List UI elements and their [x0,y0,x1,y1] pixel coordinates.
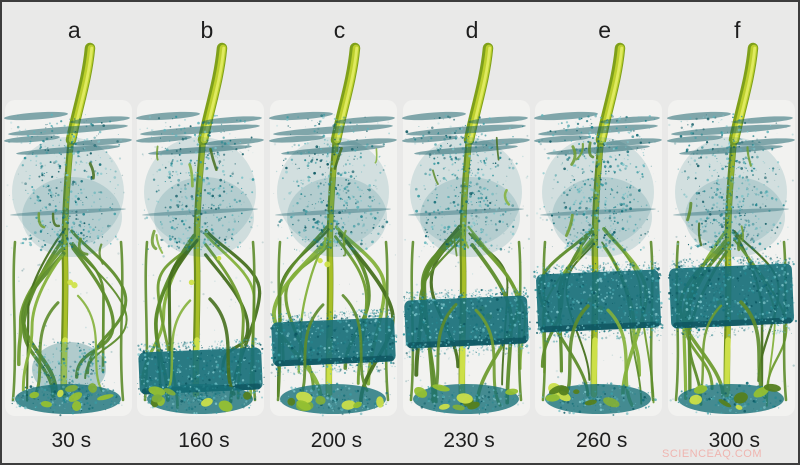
panel-label: a [67,17,81,43]
time-label: 260 s [575,429,628,452]
panel-f: f 300 s [665,2,798,463]
root-visualization [3,42,132,417]
panel-label: e [598,17,612,43]
root-visualization [269,42,398,417]
panel-c: c 200 s [267,2,400,463]
panel-label: d [465,17,479,43]
panel-label: b [200,17,214,43]
panel-d: d 230 s [400,2,533,463]
panel-a: a 30 s [2,2,135,463]
time-label: 200 s [310,429,363,452]
root-visualization [136,42,266,416]
time-label: 30 s [51,429,92,452]
root-visualization [533,42,664,416]
time-label: 300 s [708,429,760,452]
root-visualization [401,42,531,416]
panel-label: c [333,17,346,43]
root-visualization [666,42,797,416]
time-label: 160 s [178,429,230,452]
panel-b: b 160 s [135,2,268,463]
watermark: SCIENCEAQ.COM [661,448,762,460]
panel-label: f [734,17,741,43]
time-label: 230 s [443,429,495,452]
panel-e: e 260 s [532,2,665,463]
